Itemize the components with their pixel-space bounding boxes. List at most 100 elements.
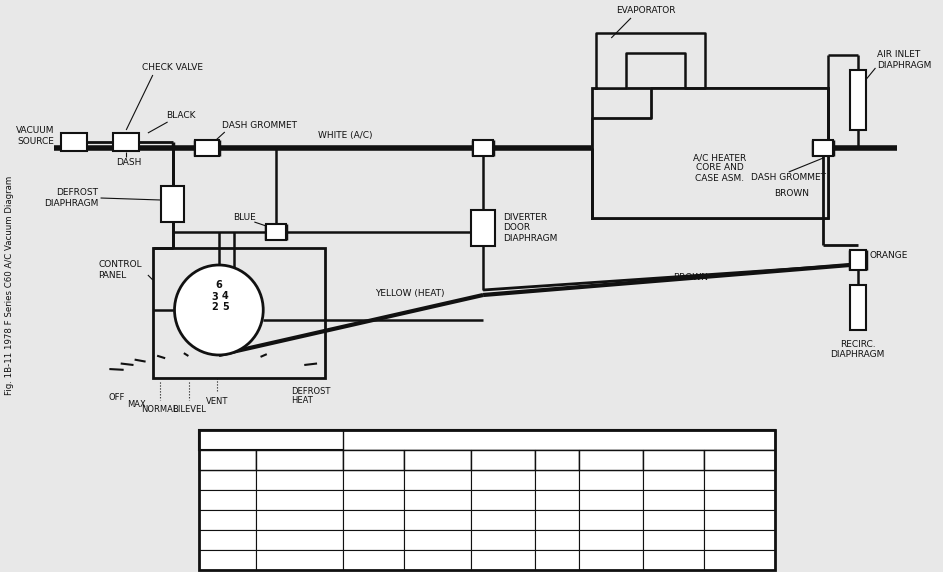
Bar: [579, 450, 643, 470]
Text: VENT: VENT: [490, 495, 517, 505]
Text: VACUUM
SOURCE: VACUUM SOURCE: [16, 126, 55, 146]
Bar: [536, 510, 579, 530]
Text: VACUUM: VACUUM: [653, 555, 694, 565]
Text: VACUUM: VACUUM: [719, 515, 760, 525]
Text: WHITE (A/C): WHITE (A/C): [318, 131, 372, 140]
Bar: [113, 133, 139, 151]
Text: HEAT: HEAT: [290, 396, 312, 405]
Bar: [703, 510, 775, 530]
Text: BLUE: BLUE: [234, 213, 256, 223]
Bar: [643, 470, 703, 490]
Text: NORM: NORM: [487, 455, 520, 465]
Text: BILEVEL: BILEVEL: [173, 405, 207, 414]
Text: CONNECTION: CONNECTION: [264, 455, 336, 465]
Text: EVAPORATOR: EVAPORATOR: [616, 6, 675, 15]
Text: RECIRC.
DIAPHRAGM: RECIRC. DIAPHRAGM: [831, 340, 885, 359]
Text: VENT: VENT: [206, 397, 228, 406]
Bar: [199, 470, 256, 490]
Bar: [343, 490, 405, 510]
Text: VENT: VENT: [596, 455, 625, 465]
Text: NORMAL: NORMAL: [141, 405, 178, 414]
Text: OFF: OFF: [363, 455, 385, 465]
Text: BROWN: BROWN: [672, 273, 707, 283]
Text: VACUUM: VACUUM: [353, 555, 395, 565]
Bar: [199, 490, 256, 510]
Text: VACUUM: VACUUM: [417, 495, 458, 505]
Text: 2: 2: [224, 495, 231, 505]
Text: INPUT: INPUT: [283, 515, 317, 525]
Text: BROWN: BROWN: [774, 189, 809, 197]
Text: VACUUM: VACUUM: [719, 555, 760, 565]
Bar: [199, 430, 775, 570]
Text: VACUUM: VACUUM: [589, 475, 632, 485]
Text: ORANGE: ORANGE: [869, 251, 908, 260]
Text: VENT: VENT: [598, 495, 623, 505]
Text: Fig. 1B-11 1978 F Series C60 A/C Vacuum Diagram: Fig. 1B-11 1978 F Series C60 A/C Vacuum …: [6, 176, 14, 395]
Text: MAX: MAX: [126, 400, 145, 409]
Text: VENT: VENT: [424, 535, 451, 545]
Bar: [703, 530, 775, 550]
Bar: [850, 70, 866, 130]
Text: VENT: VENT: [660, 475, 687, 485]
Bar: [703, 450, 775, 470]
Text: VENT: VENT: [544, 495, 570, 505]
Bar: [256, 450, 343, 470]
Bar: [472, 450, 536, 470]
Text: OUTSIDE AIR: OUTSIDE AIR: [265, 495, 335, 505]
Text: VENT: VENT: [598, 555, 623, 565]
Bar: [343, 470, 405, 490]
Circle shape: [174, 265, 263, 355]
Text: VENT: VENT: [660, 495, 687, 505]
Text: AIR INLET
DIAPHRAGM: AIR INLET DIAPHRAGM: [877, 50, 932, 70]
Text: DIVERTER
DOOR
DIAPHRAGM: DIVERTER DOOR DIAPHRAGM: [503, 213, 557, 243]
Text: DEFROST
DIAPHRAGM: DEFROST DIAPHRAGM: [44, 188, 99, 208]
Text: HEATER: HEATER: [278, 555, 321, 565]
Bar: [472, 490, 536, 510]
Bar: [343, 550, 405, 570]
Text: VACUUM: VACUUM: [719, 535, 760, 545]
Bar: [405, 530, 472, 550]
Bar: [850, 285, 866, 330]
Bar: [405, 550, 472, 570]
Bar: [472, 470, 536, 490]
Bar: [579, 530, 643, 550]
Bar: [343, 510, 405, 530]
Text: A/C HEATER
CORE AND
CASE ASM.: A/C HEATER CORE AND CASE ASM.: [693, 153, 746, 183]
Text: VENT: VENT: [490, 535, 517, 545]
Text: VACUUM: VACUUM: [589, 515, 632, 525]
Text: VACUUM: VACUUM: [353, 515, 395, 525]
Text: CHECK VALVE: CHECK VALVE: [142, 63, 203, 73]
Text: VENT: VENT: [544, 535, 570, 545]
Text: OFF: OFF: [108, 393, 124, 402]
Bar: [536, 530, 579, 550]
Text: VENT: VENT: [360, 535, 387, 545]
Bar: [343, 450, 405, 470]
Bar: [256, 530, 343, 550]
Text: A/C: A/C: [290, 475, 309, 485]
Text: DASH GROMMET: DASH GROMMET: [222, 121, 297, 129]
Text: VENT: VENT: [360, 495, 387, 505]
Bar: [536, 490, 579, 510]
Bar: [405, 510, 472, 530]
Text: POSITION: POSITION: [531, 435, 587, 445]
Text: 3: 3: [224, 515, 231, 525]
Text: VACUUM: VACUUM: [417, 515, 458, 525]
Text: VACUUM: VACUUM: [482, 475, 524, 485]
Bar: [256, 550, 343, 570]
Bar: [579, 470, 643, 490]
Bar: [256, 470, 343, 490]
Bar: [472, 210, 495, 246]
Bar: [256, 490, 343, 510]
Bar: [579, 490, 643, 510]
Bar: [814, 140, 833, 156]
Bar: [703, 550, 775, 570]
Bar: [472, 530, 536, 550]
Bar: [579, 550, 643, 570]
Bar: [199, 450, 775, 470]
Bar: [536, 470, 579, 490]
Text: DASH GROMMET: DASH GROMMET: [752, 173, 826, 182]
Text: 6: 6: [224, 475, 231, 485]
Bar: [643, 530, 703, 550]
Bar: [256, 510, 343, 530]
Text: 5: 5: [223, 302, 229, 312]
